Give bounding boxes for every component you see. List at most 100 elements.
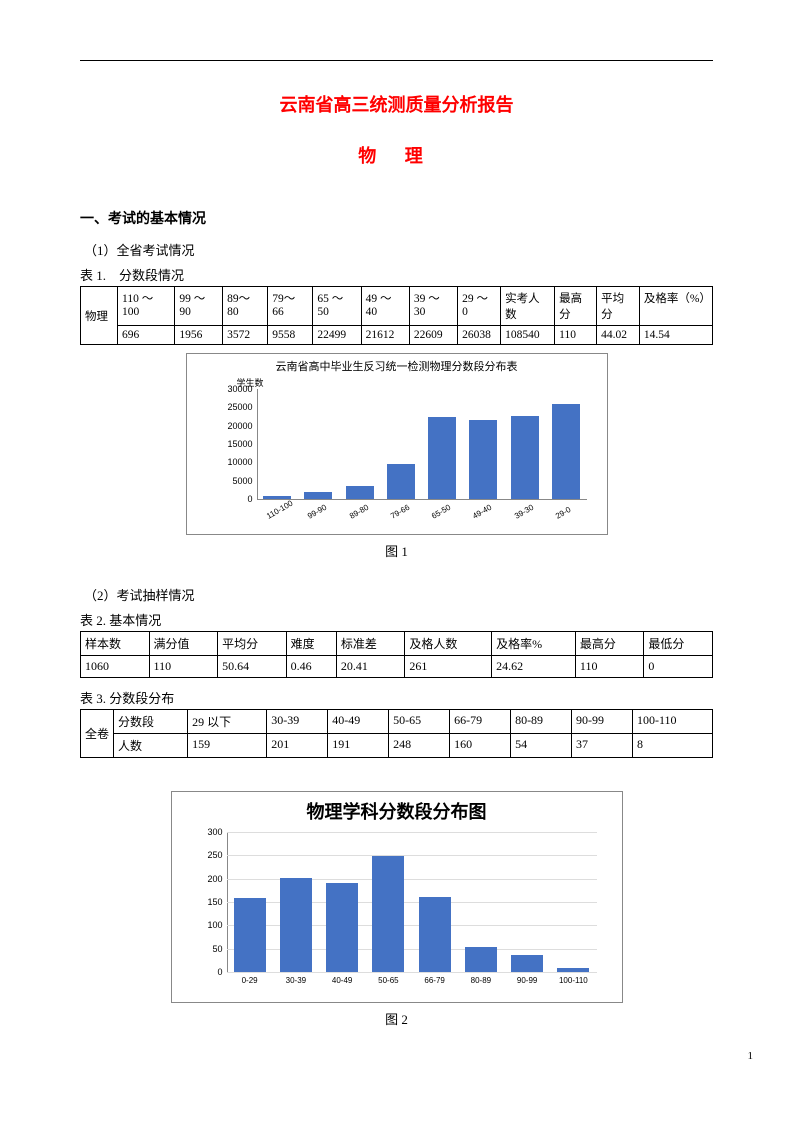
table2-label: 表 2. 基本情况	[80, 610, 713, 629]
chart1-xtick: 99-90	[306, 503, 328, 521]
chart1-ytick: 15000	[227, 439, 252, 449]
subsection-1-1: （1）全省考试情况	[84, 240, 713, 259]
chart2-xtick: 50-65	[365, 976, 411, 985]
td: 40-49	[328, 710, 389, 734]
chart2-bar	[280, 878, 312, 972]
table-row: 人数 159 201 191 248 160 54 37 8	[81, 734, 713, 758]
td: 44.02	[597, 326, 640, 345]
th: 满分值	[149, 632, 218, 656]
chart1-bar	[387, 464, 415, 499]
td: 3572	[223, 326, 268, 345]
chart2-bar	[419, 897, 451, 972]
chart1-ytick: 0	[247, 494, 252, 504]
chart1-ytick: 25000	[227, 402, 252, 412]
chart1-xtick: 79-66	[389, 503, 411, 521]
chart2-xtick: 100-110	[550, 976, 596, 985]
chart2-ytick: 50	[212, 944, 222, 954]
td: 110	[555, 326, 597, 345]
table3-label: 表 3. 分数段分布	[80, 688, 713, 707]
chart2-title: 物理学科分数段分布图	[172, 792, 622, 824]
th: 最低分	[644, 632, 713, 656]
td: 30-39	[267, 710, 328, 734]
chart2-ytick: 150	[207, 897, 222, 907]
th: 平均分	[218, 632, 287, 656]
chart-2: 物理学科分数段分布图 0501001502002503000-2930-3940…	[171, 791, 623, 1003]
chart2-bar	[557, 968, 589, 972]
td: 110	[149, 656, 218, 678]
td: 191	[328, 734, 389, 758]
td: 50-65	[389, 710, 450, 734]
chart2-bar	[511, 955, 543, 972]
chart1-bar	[304, 492, 332, 499]
chart1-bar	[346, 486, 374, 499]
chart2-ytick: 100	[207, 920, 222, 930]
td: 90-99	[572, 710, 633, 734]
chart2-xtick: 0-29	[227, 976, 273, 985]
th: 89～ 80	[223, 287, 268, 326]
table3-rowlabel: 全卷	[81, 710, 114, 758]
table-row: 696 1956 3572 9558 22499 21612 22609 260…	[81, 326, 713, 345]
chart1-xtick: 39-30	[513, 503, 535, 521]
table1-rowlabel: 物理	[81, 287, 118, 345]
th: 实考人数	[501, 287, 555, 326]
chart2-xtick: 90-99	[504, 976, 550, 985]
td: 14.54	[639, 326, 712, 345]
report-title: 云南省高三统测质量分析报告	[80, 91, 713, 117]
td: 0.46	[286, 656, 336, 678]
chart1-bar	[263, 496, 291, 499]
table-1: 物理 110 ～ 100 99 ～ 90 89～ 80 79～ 66 65 ～ …	[80, 286, 713, 345]
td: 1956	[175, 326, 223, 345]
chart1-bar	[511, 416, 539, 499]
chart1-ytick: 30000	[227, 384, 252, 394]
td: 201	[267, 734, 328, 758]
td: 37	[572, 734, 633, 758]
th: 99 ～ 90	[175, 287, 223, 326]
td: 159	[188, 734, 267, 758]
td: 24.62	[492, 656, 576, 678]
figure1-caption: 图 1	[80, 541, 713, 560]
th: 样本数	[81, 632, 150, 656]
chart1-title: 云南省高中毕业生反习统一检测物理分数段分布表	[187, 354, 607, 374]
chart2-ytick: 200	[207, 874, 222, 884]
chart1-xtick: 49-40	[471, 503, 493, 521]
td: 22609	[409, 326, 457, 345]
th: 平均分	[597, 287, 640, 326]
td: 0	[644, 656, 713, 678]
td: 66-79	[450, 710, 511, 734]
chart1-bar	[469, 420, 497, 499]
th: 分数段	[114, 710, 188, 734]
top-rule	[80, 60, 713, 61]
td: 160	[450, 734, 511, 758]
td: 21612	[361, 326, 409, 345]
figure2-caption: 图 2	[80, 1009, 713, 1028]
th: 及格人数	[405, 632, 492, 656]
th: 及格率（%）	[639, 287, 712, 326]
page-number: 1	[748, 1050, 754, 1062]
td: 110	[575, 656, 644, 678]
th: 及格率%	[492, 632, 576, 656]
chart2-ytick: 250	[207, 850, 222, 860]
chart2-xtick: 66-79	[412, 976, 458, 985]
chart1-xtick: 110-100	[265, 499, 294, 521]
th: 110 ～ 100	[118, 287, 175, 326]
td: 261	[405, 656, 492, 678]
th: 29 ～ 0	[458, 287, 501, 326]
th: 79～ 66	[268, 287, 313, 326]
table-row: 1060 110 50.64 0.46 20.41 261 24.62 110 …	[81, 656, 713, 678]
td: 80-89	[511, 710, 572, 734]
td: 9558	[268, 326, 313, 345]
chart1-ytick: 10000	[227, 457, 252, 467]
td: 50.64	[218, 656, 287, 678]
table-2: 样本数 满分值 平均分 难度 标准差 及格人数 及格率% 最高分 最低分 106…	[80, 631, 713, 678]
td: 248	[389, 734, 450, 758]
chart2-xtick: 80-89	[458, 976, 504, 985]
th: 49 ～ 40	[361, 287, 409, 326]
subsection-1-2: （2）考试抽样情况	[84, 585, 713, 604]
th: 65 ～ 50	[313, 287, 361, 326]
td: 22499	[313, 326, 361, 345]
chart2-bar	[372, 856, 404, 972]
section-heading-1: 一、考试的基本情况	[80, 208, 713, 228]
th: 人数	[114, 734, 188, 758]
td: 100-110	[632, 710, 712, 734]
chart1-xtick: 29-0	[554, 505, 572, 521]
